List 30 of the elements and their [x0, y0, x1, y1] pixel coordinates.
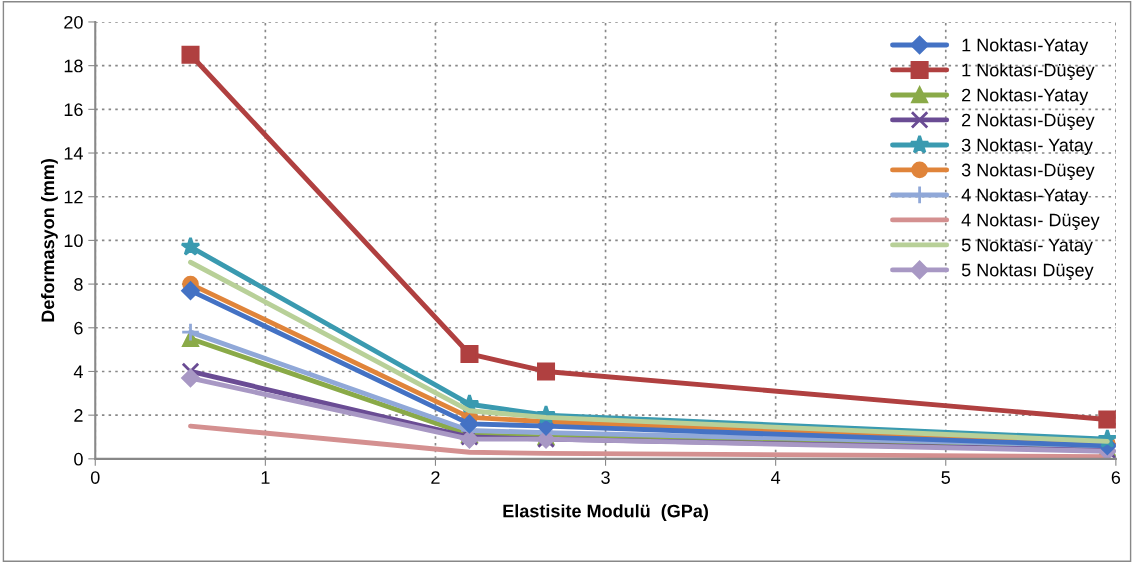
y-tick-label: 2	[74, 409, 83, 422]
legend-label: 1 Noktası-Yatay	[962, 38, 1089, 56]
x-tick-label: 3	[601, 471, 610, 484]
y-tick-label: 12	[64, 190, 83, 204]
y-tick-label: 20	[64, 15, 83, 29]
x-axis-title: Elastisite Modulü (GPa)	[503, 504, 708, 521]
y-axis-title: Deformasyon (mm)	[40, 159, 58, 322]
legend-label: 5 Noktası- Yatay	[961, 238, 1093, 255]
legend-label: 3 Noktası- Yatay	[961, 138, 1093, 156]
y-tick-label: 8	[74, 278, 83, 291]
y-tick-label: 10	[64, 234, 83, 248]
y-tick-label: 18	[64, 59, 83, 73]
legend-label: 3 Noktası-Düşey	[961, 163, 1095, 181]
legend-label: 1 Noktası-Düşey	[962, 63, 1095, 81]
x-tick-label: 1	[261, 471, 270, 484]
legend-label: 2 Noktası-Düşey	[962, 113, 1095, 131]
legend-label: 2 Noktası-Yatay	[962, 88, 1089, 106]
y-tick-label: 16	[64, 103, 83, 117]
x-tick-label: 2	[431, 471, 440, 484]
y-tick-label: 14	[64, 147, 83, 160]
y-tick-label: 0	[74, 452, 83, 466]
legend-label: 5 Noktası Düşey	[961, 263, 1094, 281]
x-tick-label: 6	[1111, 471, 1121, 484]
y-tick-label: 6	[74, 321, 83, 335]
x-tick-label: 5	[941, 471, 951, 484]
legend-label: 4 Noktası-Yatay	[961, 188, 1089, 206]
x-tick-label: 0	[90, 471, 100, 484]
legend-label: 4 Noktası- Düşey	[961, 213, 1100, 231]
y-tick-label: 4	[73, 365, 83, 379]
x-tick-label: 4	[771, 471, 781, 484]
